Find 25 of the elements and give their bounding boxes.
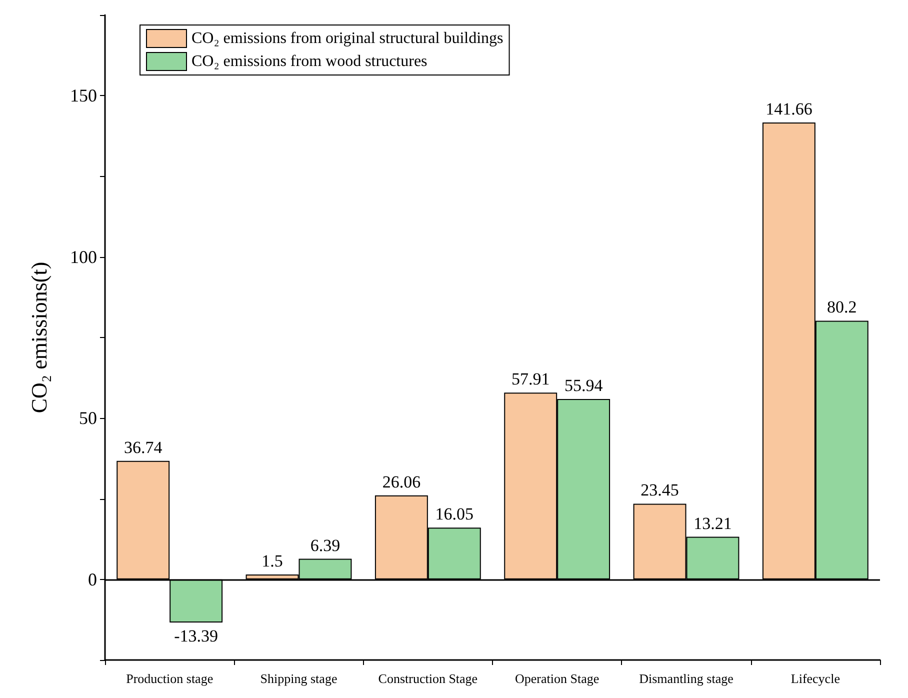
y-tick-label: 0 [88, 569, 97, 590]
data-label: 16.05 [435, 504, 474, 524]
data-label: 13.21 [694, 514, 732, 533]
data-label: 57.91 [511, 370, 550, 389]
x-tick-label: Operation Stage [515, 671, 600, 686]
y-axis-title: CO₂ emissions(t) [26, 262, 52, 414]
legend-label: CO₂ emissions from wood structures [192, 53, 428, 70]
data-label: 1.5 [262, 552, 283, 571]
y-tick-label: 150 [70, 86, 97, 106]
data-label: 80.2 [827, 298, 857, 317]
x-tick-label: Lifecycle [790, 671, 840, 686]
y-tick-label: 100 [70, 246, 97, 267]
data-label: 36.74 [124, 438, 163, 457]
data-label: 26.06 [382, 472, 421, 492]
y-tick-label: 50 [79, 408, 97, 428]
data-label: -13.39 [174, 626, 218, 646]
x-tick-label: Construction Stage [378, 671, 478, 686]
data-label: 23.45 [640, 480, 679, 500]
data-label: 55.94 [564, 376, 604, 395]
x-tick-label: Production stage [126, 671, 214, 686]
x-tick-label: Shipping stage [260, 671, 338, 686]
legend-label: CO₂ emissions from original structural buildings [192, 30, 504, 47]
x-tick-label: Dismantling stage [639, 671, 734, 686]
data-label: 141.66 [766, 100, 812, 119]
data-label: 6.39 [310, 536, 340, 555]
